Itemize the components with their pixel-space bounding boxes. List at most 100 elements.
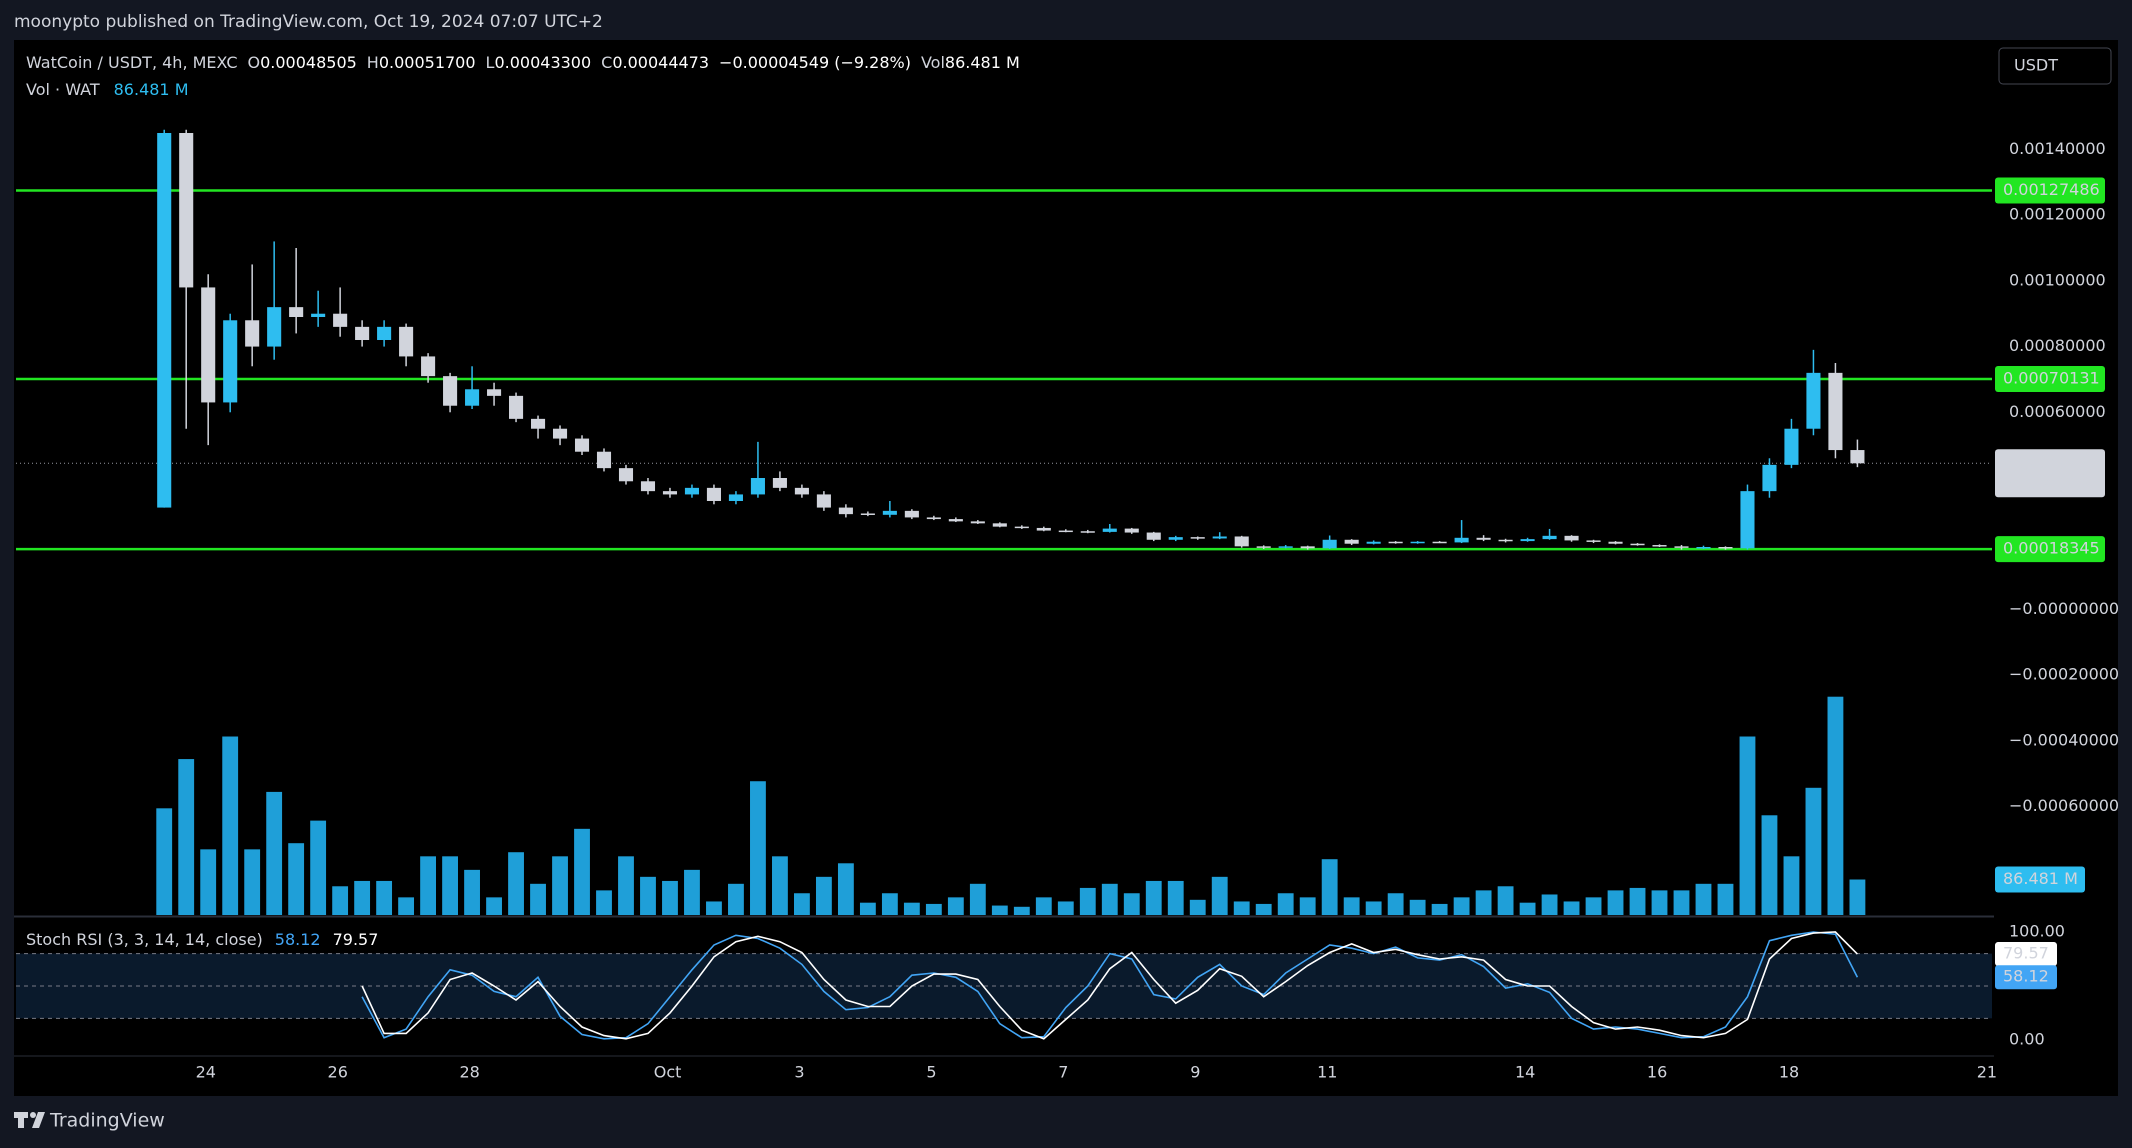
volume-bar [1849,879,1866,915]
y-tick-label: −0.00000000 [2009,599,2119,618]
candle-body [531,418,546,429]
candle-body [838,507,853,515]
candle-body [1300,546,1315,549]
stoch-value-label: 58.12 [2003,967,2049,986]
x-tick-label: 24 [196,1063,216,1082]
volume-bar [1277,893,1294,915]
volume-bar [1101,883,1118,915]
chart-layer: WatCoin / USDT, 4h, MEXC O0.00048505 H0.00… [16,53,2119,1082]
brand: TradingView [49,1110,165,1132]
volume-bar [969,883,986,915]
y-tick-label: 0.00080000 [2009,336,2106,355]
candle-body [1366,541,1381,544]
volume-bar [1211,876,1228,915]
candle-body [904,510,919,518]
x-tick-label: 7 [1058,1063,1068,1082]
candle-body [1674,546,1689,548]
volume-bar [1409,899,1426,915]
volume-bar [684,869,700,915]
volume-bar [1321,859,1338,915]
candle-body [1168,537,1183,540]
stoch-title: Stoch RSI (3, 3, 14, 14, close) [26,930,263,949]
currency-button[interactable] [1998,47,2112,85]
level-label-box [1995,536,2105,563]
volume-bar [1299,897,1316,915]
volume-label: 86.481 M [2003,869,2078,888]
volume-bar [1607,890,1624,915]
candle-body [1344,539,1359,544]
candle-body [311,313,326,317]
level-label: 0.00018345 [2003,539,2100,558]
volume-bar [1475,890,1492,915]
candle-body [1608,541,1623,544]
candle-body [245,320,260,347]
candle-body [1124,528,1139,533]
volume-bar [1739,736,1756,915]
volume-bar [991,905,1008,915]
volume-bar [925,903,942,915]
candle-body [794,487,809,495]
legend-volume-value: 86.481 M [945,53,1020,72]
volume-bar [552,856,568,915]
volume-bar [1805,787,1822,915]
stoch-legend: Stoch RSI (3, 3, 14, 14, close) 58.12 79.5… [26,930,378,949]
x-tick-label: 11 [1317,1063,1337,1082]
volume-bar [1761,815,1778,915]
volume-bar [1673,890,1690,915]
candle-body [1718,547,1733,549]
volume-bar [178,759,195,915]
candle-body [1234,536,1249,547]
volume-bar [1497,886,1514,915]
level-label-box [1995,177,2105,204]
x-tick-label: 16 [1647,1063,1667,1082]
candle-body [1454,537,1469,543]
legend-value: 0.00051700 [379,53,476,72]
candle-body [1036,527,1051,531]
legend-key: C [601,53,612,72]
volume-bar [815,876,832,915]
volume-bar [1013,906,1030,915]
legend-key: H [367,53,379,72]
volume-bar [530,883,546,915]
stoch-value: 79.57 [333,930,379,949]
volume-bar [1629,887,1646,915]
candle-body [1080,531,1095,533]
published-note: moonypto published on TradingView.com, O… [14,12,603,32]
volume-bar [486,897,502,915]
candle-body [1190,537,1205,539]
y-tick-label: −0.00020000 [2009,665,2119,684]
volume-bar [859,902,876,915]
legend-value: 0.00048505 [260,53,357,72]
volume-bar [837,863,854,915]
volume-bar [222,736,239,915]
y-tick-label: 0.00100000 [2009,270,2106,289]
candle-body [1476,537,1491,540]
candle-body [1102,528,1117,532]
stoch-value-label: 79.57 [2003,944,2049,963]
candle-body [1586,540,1601,542]
volume-bar [903,902,920,915]
tradingview-logo [14,1112,45,1128]
x-tick-label: 28 [459,1063,479,1082]
candle-body [223,320,238,403]
candle-body [443,376,458,406]
volume-bar [1123,893,1140,915]
candle-body [860,513,875,515]
volume-bar [881,893,898,915]
x-tick-label: 14 [1515,1063,1535,1082]
candle-body [882,510,897,515]
currency-label: USDT [2014,56,2058,75]
candle-body [1498,539,1513,542]
candle-body [377,326,392,340]
x-tick-label: 26 [328,1063,348,1082]
candle-body [552,428,568,439]
volume-bar [750,781,766,915]
volume-bar [398,897,415,915]
volume-bar [618,856,634,915]
candle-body [1828,372,1843,451]
candle-body [948,519,963,522]
volume-bar [640,876,656,915]
level-label: 0.00070131 [2003,368,2100,387]
candle-body [970,521,985,524]
